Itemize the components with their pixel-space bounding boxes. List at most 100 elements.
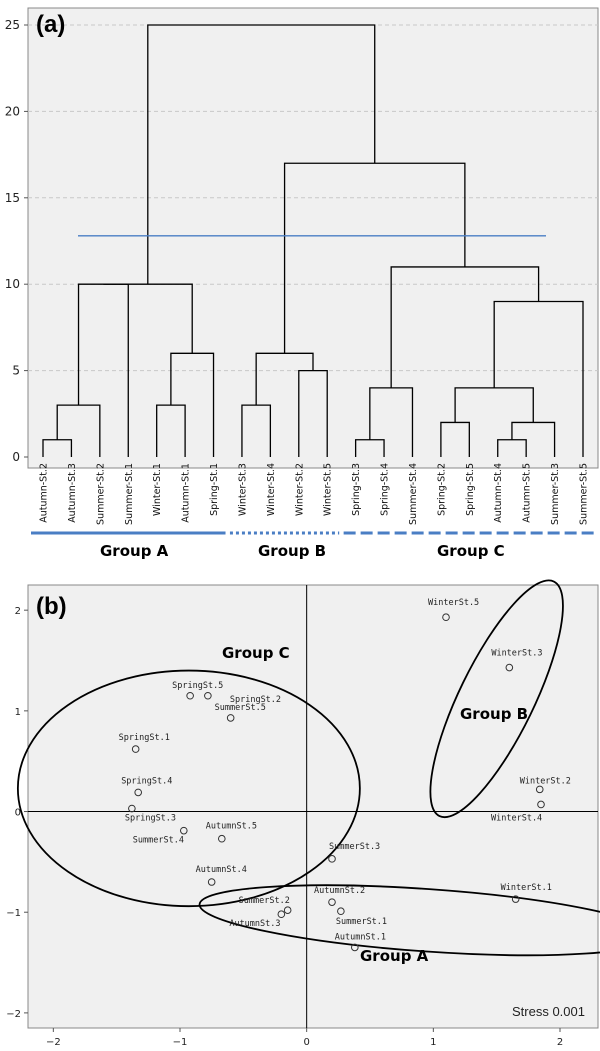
- point-label-autumnst-5: AutumnSt.5: [206, 822, 257, 832]
- point-springst-4: [134, 788, 142, 797]
- group-a-label-mds: Group A: [360, 947, 429, 965]
- leaf-label-Winter-St.3: Winter-St.3: [237, 463, 248, 516]
- dendrogram-branch-5: [103, 283, 193, 354]
- mds-plot-area: [27, 584, 599, 1029]
- leaf-label-Autumn-St.5: Autumn-St.5: [522, 463, 533, 523]
- leaf-label-Autumn-St.1: Autumn-St.1: [181, 463, 192, 523]
- y-tick-label-2: 2: [15, 606, 21, 617]
- y-tick-label-0: 0: [15, 808, 21, 819]
- point-winterst-2: [535, 785, 544, 794]
- point-winterst-4: [537, 800, 545, 809]
- y-tick-label--2: −2: [6, 1009, 21, 1020]
- point-label-summerst-2: SummerSt.2: [239, 896, 290, 906]
- point-label-winterst-4: WinterSt.4: [491, 813, 542, 823]
- point-label-summerst-5: SummerSt.5: [215, 703, 266, 713]
- ellipse-group-a: [198, 884, 600, 957]
- point-summerst-4: [180, 826, 188, 835]
- dendrogram-plot-area: [27, 7, 599, 469]
- x-tick-label-1: 1: [430, 1037, 436, 1048]
- point-label-winterst-1: WinterSt.1: [501, 883, 552, 893]
- point-summerst-2: [283, 906, 292, 915]
- y-tick-label-0: 0: [12, 450, 20, 464]
- y-tick-label-10: 10: [5, 277, 20, 291]
- point-label-winterst-3: WinterSt.3: [491, 649, 542, 659]
- leaf-label-Spring-St.1: Spring-St.1: [209, 463, 220, 516]
- leaf-label-Summer-St.3: Summer-St.3: [550, 463, 561, 525]
- point-springst-3: [128, 804, 136, 813]
- panel-label-a: (a): [36, 11, 65, 38]
- dendrogram-y-axis: 0 5 10 15 20 25: [5, 18, 28, 464]
- mds-group-ellipses: [16, 579, 600, 957]
- point-label-springst-3: SpringSt.3: [125, 814, 176, 824]
- group-a-label-dendrogram: Group A: [100, 542, 169, 560]
- point-winterst-5: [442, 613, 450, 622]
- mds-points: WinterSt.5 WinterSt.3 WinterSt.2 WinterSt.4…: [119, 598, 571, 952]
- point-label-autumnst-1: AutumnSt.1: [335, 932, 386, 942]
- group-c-label-mds: Group C: [222, 644, 290, 662]
- point-winterst-3: [505, 663, 514, 672]
- leaf-label-Autumn-St.4: Autumn-St.4: [493, 463, 504, 523]
- point-label-autumnst-3: AutumnSt.3: [229, 919, 280, 929]
- x-tick-label-2: 2: [557, 1037, 563, 1048]
- point-label-summerst-1: SummerSt.1: [336, 917, 387, 927]
- point-label-springst-4: SpringSt.4: [121, 776, 172, 786]
- y-tick-label-15: 15: [5, 191, 20, 205]
- y-tick-label-25: 25: [5, 18, 20, 32]
- y-tick-label-20: 20: [5, 104, 20, 118]
- point-label-autumnst-4: AutumnSt.4: [196, 865, 247, 875]
- point-autumnst-1: [351, 943, 359, 952]
- y-tick-label-5: 5: [12, 364, 20, 378]
- group-c-label-dendrogram: Group C: [437, 542, 505, 560]
- ellipse-group-b: [429, 579, 564, 819]
- dendrogram-branch-2: [77, 283, 129, 457]
- point-springst-1: [131, 745, 140, 753]
- point-label-winterst-2: WinterSt.2: [520, 776, 571, 786]
- point-autumnst-5: [218, 834, 226, 843]
- point-autumnst-2: [328, 898, 336, 906]
- group-b-label-dendrogram: Group B: [258, 542, 326, 560]
- leaf-label-Winter-St.2: Winter-St.2: [294, 463, 305, 516]
- stress-value: Stress 0.001: [512, 1004, 585, 1019]
- point-label-springst-5: SpringSt.5: [172, 681, 223, 691]
- point-label-summerst-3: SummerSt.3: [329, 842, 380, 852]
- dendrogram-panel: 0 5 10 15 20 25 Autumn-St.2 Autumn-St.3 Summer-…: [5, 7, 599, 560]
- leaf-label-Autumn-St.3: Autumn-St.3: [67, 463, 78, 523]
- leaf-label-Summer-St.1: Summer-St.1: [124, 463, 135, 525]
- x-tick-label--2: −2: [46, 1037, 61, 1048]
- ellipse-group-c: [16, 669, 361, 908]
- point-autumnst-3: [277, 910, 286, 919]
- mds-axes: −2 −1 0 1 2 −2 −1 0 1 2: [6, 585, 598, 1048]
- leaf-label-Winter-St.1: Winter-St.1: [152, 463, 163, 516]
- group-b-label-mds: Group B: [460, 705, 528, 723]
- leaf-label-Summer-St.2: Summer-St.2: [95, 463, 106, 525]
- panel-label-b: (b): [36, 593, 67, 620]
- y-tick-label-1: 1: [15, 707, 21, 718]
- point-winterst-1: [511, 895, 520, 903]
- point-label-springst-1: SpringSt.1: [119, 733, 170, 743]
- leaf-label-Spring-St.5: Spring-St.5: [465, 463, 476, 516]
- point-label-autumnst-2: AutumnSt.2: [314, 886, 365, 896]
- point-springst-2: [204, 691, 212, 700]
- point-label-summerst-4: SummerSt.4: [133, 836, 184, 846]
- point-label-winterst-5: WinterSt.5: [428, 598, 479, 608]
- point-autumnst-4: [207, 878, 216, 886]
- leaf-label-Autumn-St.2: Autumn-St.2: [39, 463, 50, 523]
- leaf-label-Winter-St.5: Winter-St.5: [323, 463, 334, 516]
- point-summerst-5: [226, 714, 235, 722]
- y-tick-label--1: −1: [6, 908, 21, 919]
- x-tick-label--1: −1: [173, 1037, 188, 1048]
- leaf-label-Spring-St.2: Spring-St.2: [436, 463, 447, 516]
- point-springst-5: [186, 691, 194, 700]
- dendrogram-leaf-labels: Autumn-St.2 Autumn-St.3 Summer-St.2 Summer-…: [39, 463, 590, 525]
- dendrogram-branches: [42, 24, 584, 457]
- point-summerst-1: [337, 907, 345, 916]
- point-summerst-3: [328, 855, 336, 863]
- leaf-label-Spring-St.4: Spring-St.4: [380, 463, 391, 516]
- x-tick-label-0: 0: [303, 1037, 309, 1048]
- leaf-label-Spring-St.3: Spring-St.3: [351, 463, 362, 516]
- point-label-springst-2: SpringSt.2: [230, 695, 281, 705]
- leaf-label-Summer-St.5: Summer-St.5: [579, 463, 590, 525]
- leaf-label-Winter-St.4: Winter-St.4: [266, 463, 277, 516]
